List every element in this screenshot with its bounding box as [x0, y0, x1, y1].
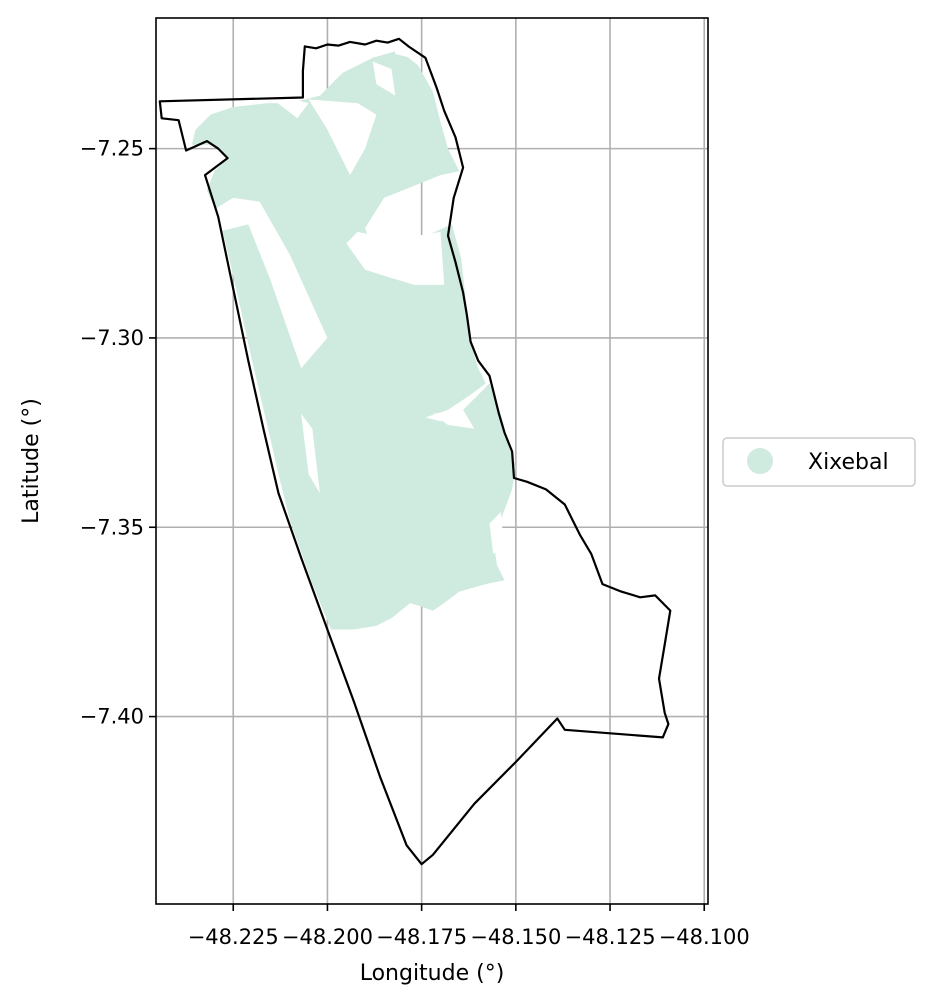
territory-gap — [489, 512, 505, 554]
territory-area-xixebal — [191, 50, 516, 630]
legend-box — [722, 437, 916, 487]
axes-frame — [155, 17, 709, 905]
x-tick-label: −48.100 — [659, 925, 750, 949]
y-tick-label: −7.30 — [80, 326, 144, 350]
axis-ticks: −48.225 −48.200 −48.175 −48.150 −48.125 −48.1… — [80, 137, 750, 949]
territory-gap — [272, 99, 309, 119]
legend-marker-xixebal — [747, 448, 773, 474]
x-tick-label: −48.125 — [564, 925, 655, 949]
territory-gap — [214, 197, 328, 369]
x-axis-title: Longitude (°) — [360, 961, 505, 986]
territory-gap — [301, 413, 320, 494]
y-tick-label: −7.40 — [80, 705, 144, 729]
y-axis-title: Latitude (°) — [19, 398, 44, 524]
municipality-boundary — [158, 37, 672, 866]
y-tick-label: −7.35 — [80, 515, 144, 539]
territory-gap — [308, 99, 377, 176]
territory-gap — [346, 231, 445, 285]
territory-gap — [432, 409, 475, 429]
legend-label-xixebal: Xixebal — [808, 450, 889, 475]
legend: Xixebal — [722, 437, 916, 487]
x-tick-label: −48.225 — [188, 925, 279, 949]
territory-gap — [372, 61, 396, 96]
x-tick-label: −48.175 — [376, 925, 467, 949]
map-features — [158, 27, 672, 866]
territory-gap — [391, 27, 411, 58]
y-tick-label: −7.25 — [80, 137, 144, 161]
x-tick-label: −48.150 — [470, 925, 561, 949]
x-tick-label: −48.200 — [282, 925, 373, 949]
